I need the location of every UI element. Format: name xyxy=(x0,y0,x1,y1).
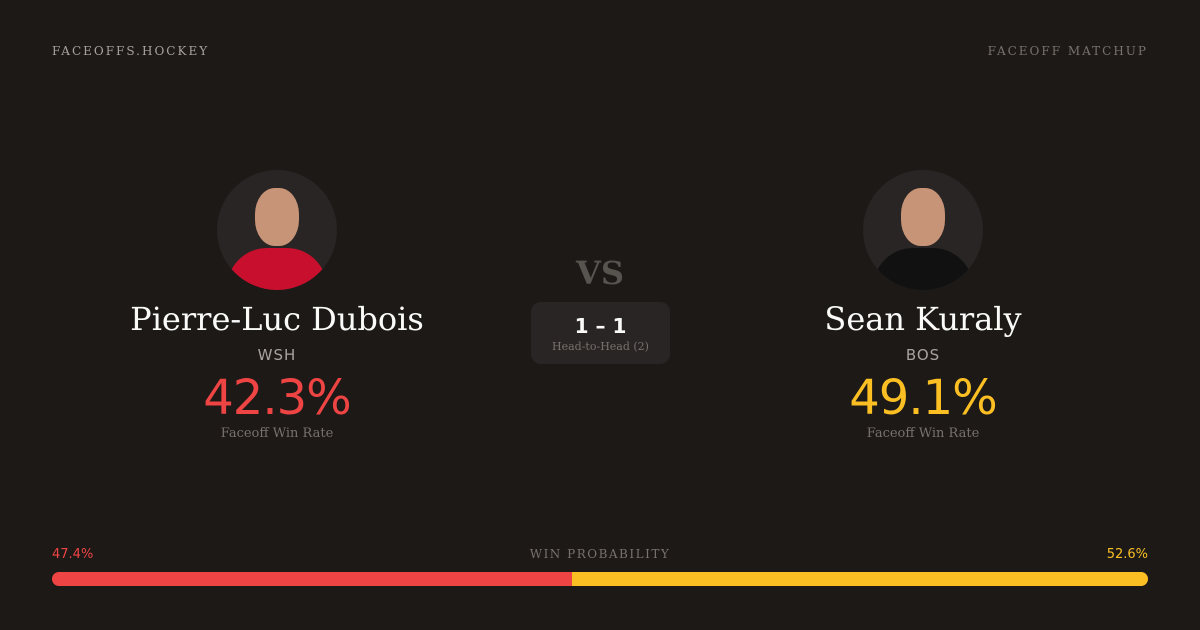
win-probability-bar-left xyxy=(52,572,572,586)
win-probability-left: 47.4% xyxy=(52,547,94,562)
player-team: BOS xyxy=(905,346,941,364)
win-rate-label: Faceoff Win Rate xyxy=(866,426,980,441)
player-card-right: Sean Kuraly BOS 49.1% Faceoff Win Rate xyxy=(743,170,1103,441)
player-team: WSH xyxy=(257,346,297,364)
win-rate-label: Faceoff Win Rate xyxy=(220,426,334,441)
win-probability-bar-right xyxy=(571,572,1148,586)
head-to-head-box: 1 – 1 Head-to-Head (2) xyxy=(531,302,670,364)
win-probability-label: WIN PROBABILITY xyxy=(529,547,671,561)
vs-label: VS xyxy=(576,254,624,292)
player-avatar xyxy=(217,170,337,290)
head-to-head-score: 1 – 1 xyxy=(574,314,627,338)
faceoff-win-rate: 42.3% xyxy=(203,370,351,426)
win-probability-bar xyxy=(52,572,1148,586)
player-card-left: Pierre-Luc Dubois WSH 42.3% Faceoff Win … xyxy=(97,170,457,441)
player-avatar xyxy=(863,170,983,290)
player-name: Sean Kuraly xyxy=(824,300,1022,338)
page-kind-label: FACEOFF MATCHUP xyxy=(987,44,1148,58)
player-name: Pierre-Luc Dubois xyxy=(130,300,424,338)
head-to-head-label: Head-to-Head (2) xyxy=(552,340,649,353)
faceoff-win-rate: 49.1% xyxy=(849,370,997,426)
win-probability-right: 52.6% xyxy=(1106,547,1148,562)
brand-logo-text: FACEOFFS.HOCKEY xyxy=(52,44,210,58)
